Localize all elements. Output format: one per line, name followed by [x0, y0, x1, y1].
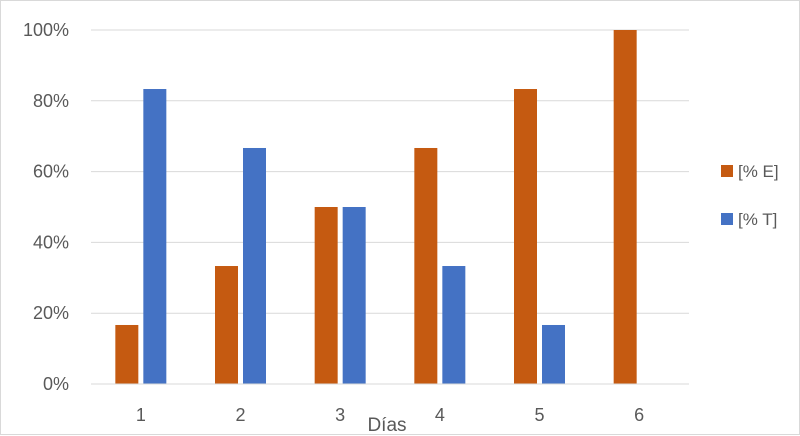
bar-e-3	[314, 207, 338, 384]
y-axis-ticks: 0% 20% 40% 60% 80% 100%	[23, 20, 69, 394]
bar-e-6	[613, 30, 637, 384]
y-tick-label: 60%	[33, 162, 69, 182]
bar-e-4	[414, 147, 438, 384]
x-tick-label: 1	[136, 405, 146, 425]
y-tick-label: 40%	[33, 232, 69, 252]
bar-t-4	[442, 266, 466, 384]
bar-e-1	[115, 324, 139, 384]
bar-t-2	[243, 147, 266, 384]
x-axis-ticks: 1 2 3 4 5 6	[136, 405, 644, 425]
y-tick-label: 80%	[33, 91, 69, 111]
bars	[115, 30, 637, 384]
x-tick-label: 5	[534, 405, 544, 425]
gridlines	[91, 29, 689, 314]
legend-label: [% E]	[738, 162, 779, 181]
legend-label: [% T]	[738, 210, 777, 229]
bar-t-5	[542, 324, 565, 384]
legend: [% E] [% T]	[721, 162, 779, 229]
y-tick-label: 0%	[43, 374, 69, 394]
x-tick-label: 2	[235, 405, 245, 425]
x-tick-label: 3	[335, 405, 345, 425]
bar-t-3	[342, 207, 366, 384]
legend-swatch	[721, 213, 733, 225]
x-tick-label: 6	[634, 405, 644, 425]
x-tick-label: 4	[435, 405, 445, 425]
y-tick-label: 100%	[23, 20, 69, 40]
bar-e-2	[215, 266, 238, 384]
bar-e-5	[514, 89, 537, 384]
bar-t-1	[143, 89, 167, 384]
y-tick-label: 20%	[33, 303, 69, 323]
x-axis-title: Días	[367, 415, 406, 436]
legend-swatch	[721, 165, 733, 177]
